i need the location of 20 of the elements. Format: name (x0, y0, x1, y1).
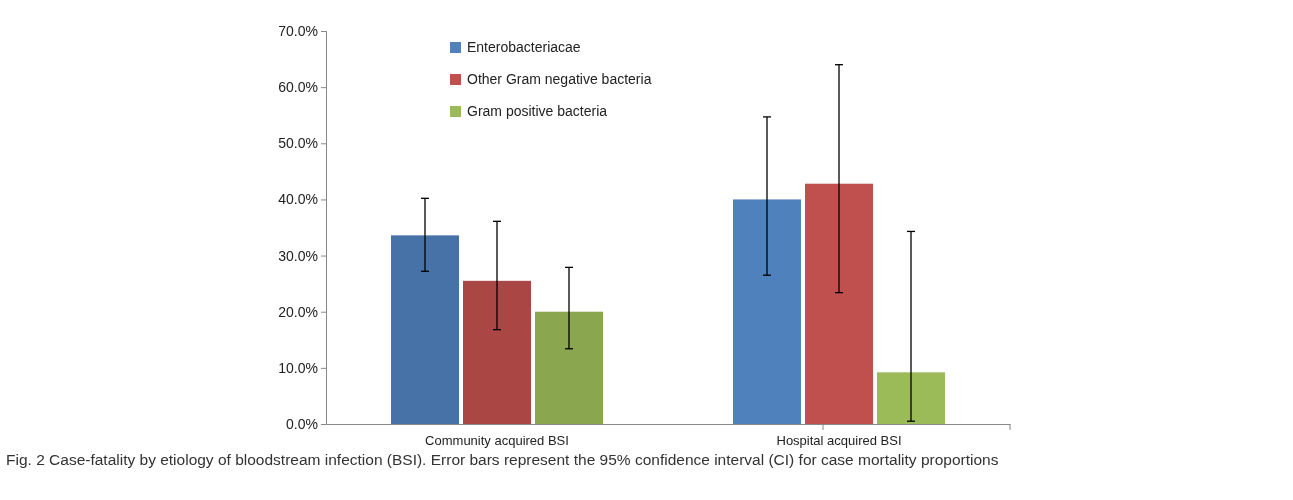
bar (805, 183, 873, 424)
y-tick-label: 60.0% (278, 79, 318, 96)
bar (877, 372, 945, 424)
bar (391, 235, 459, 424)
y-tick-label: 50.0% (278, 135, 318, 152)
bar (733, 199, 801, 424)
y-tick-label: 70.0% (278, 22, 318, 39)
legend-label: Other Gram negative bacteria (467, 71, 652, 87)
bar (535, 311, 603, 424)
y-tick-label: 30.0% (278, 247, 318, 264)
legend-label: Enterobacteriacae (467, 39, 581, 55)
y-tick-label: 20.0% (278, 303, 318, 320)
legend-label: Gram positive bacteria (467, 103, 608, 119)
x-tick-label: Community acquired BSI (425, 433, 569, 449)
y-tick-label: 0.0% (286, 415, 318, 432)
caption: Fig. 2 Case-fatality by etiology of bloodstream infection (BSI). Error bars represent the 95% confidence interval (CI) for case mortality proportions (6, 451, 999, 468)
y-tick-label: 10.0% (278, 359, 318, 376)
y-tick-label: 40.0% (278, 191, 318, 208)
bar (463, 280, 531, 424)
x-tick-label: Hospital acquired BSI (776, 433, 902, 449)
